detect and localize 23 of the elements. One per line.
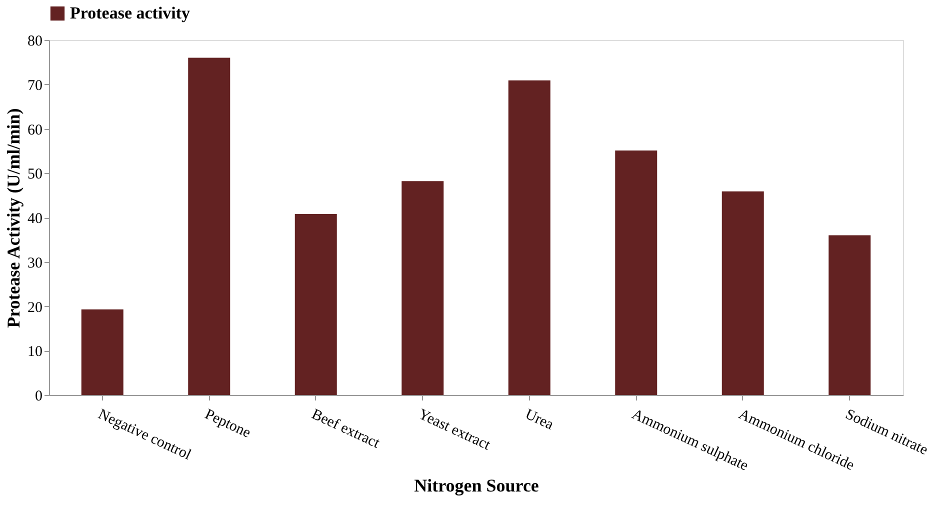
- x-axis-title: Nitrogen Source: [414, 475, 539, 496]
- y-tick-label: 40: [28, 211, 42, 227]
- y-tick-label: 50: [28, 166, 42, 183]
- y-tick-label: 20: [28, 300, 42, 316]
- bar: [294, 214, 337, 395]
- y-tick-label: 30: [28, 255, 42, 272]
- bar: [508, 80, 550, 395]
- bar: [722, 191, 764, 395]
- bar: [615, 150, 658, 395]
- y-tick-label: 70: [28, 78, 42, 94]
- y-tick-label: 80: [28, 34, 42, 50]
- y-tick-label: 10: [28, 344, 42, 360]
- bar: [828, 235, 871, 395]
- x-tick-label: Yeast extract: [416, 406, 494, 454]
- bar: [402, 181, 444, 395]
- y-tick-label: 60: [28, 122, 42, 138]
- bar: [81, 309, 124, 395]
- legend-label: Protease activity: [70, 4, 191, 22]
- y-tick-label: 0: [35, 388, 42, 404]
- x-tick-label: Beef extract: [309, 406, 383, 452]
- y-axis-title: Protease Activity (U/ml/min): [4, 108, 24, 328]
- x-tick-label: Urea: [522, 406, 556, 434]
- bar: [188, 58, 230, 395]
